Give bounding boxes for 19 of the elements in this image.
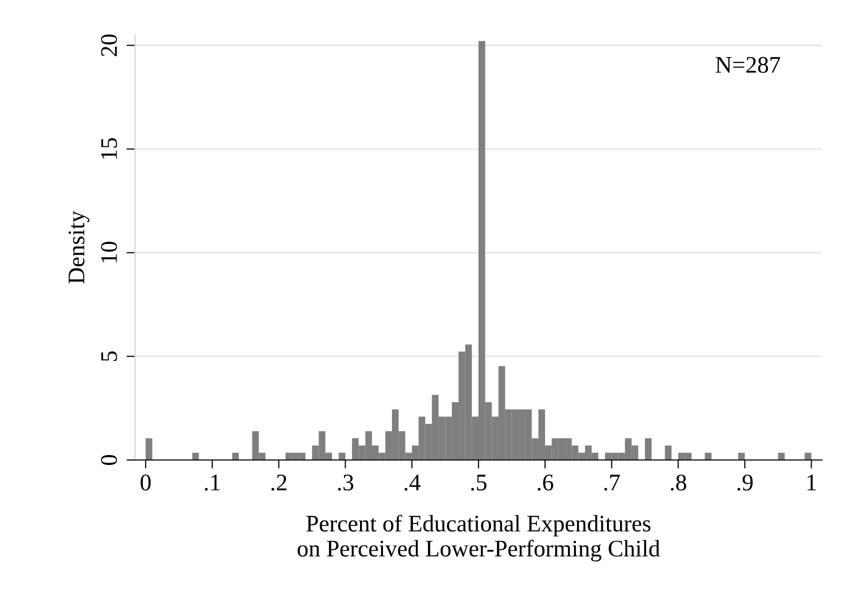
y-tick-label: 15: [101, 138, 118, 159]
x-tick-label: .4: [404, 474, 420, 491]
y-axis-title: Density: [68, 210, 90, 284]
y-tick-label: 10: [101, 242, 118, 262]
x-tick-label: .8: [670, 474, 686, 491]
y-tick-label: 5: [101, 351, 118, 361]
x-tick-label: .3: [338, 474, 354, 491]
x-tick-label: .9: [737, 474, 753, 491]
x-tick-label: 0: [140, 474, 151, 491]
annotation: N=287: [716, 56, 780, 73]
x-tick-label: .1: [204, 474, 220, 491]
y-tick-label: 0: [101, 454, 118, 466]
x-tick-label: .5: [471, 474, 486, 491]
x-axis-title: Percent of Educational Expenditures on Perceived Lower-Performing Child: [298, 514, 660, 562]
x-tick-label: .6: [538, 474, 554, 491]
y-tick-label: 20: [101, 34, 118, 56]
x-tick-label: .7: [604, 474, 620, 491]
x-tick-label: 1: [808, 474, 816, 490]
x-tick-label: .2: [271, 474, 286, 491]
